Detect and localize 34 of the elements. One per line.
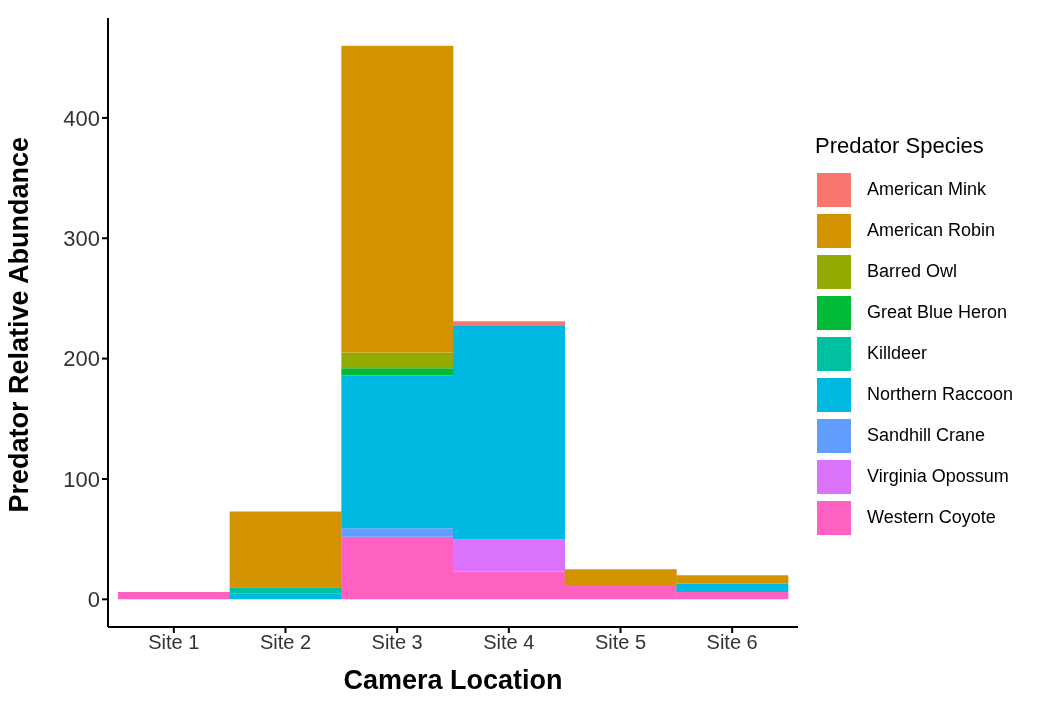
y-tick-label: 100 bbox=[63, 466, 100, 492]
x-tick-label: Site 6 bbox=[706, 631, 758, 654]
x-axis-title: Camera Location bbox=[343, 665, 563, 695]
legend-label: Killdeer bbox=[867, 343, 928, 364]
bar bbox=[676, 583, 789, 593]
x-tick-label: Site 2 bbox=[259, 631, 312, 654]
bar bbox=[229, 511, 342, 588]
x-tick-label: Site 1 bbox=[148, 631, 200, 654]
y-axis-title: Predator Relative Abundance bbox=[3, 136, 34, 513]
x-tick-label: Site 5 bbox=[594, 631, 647, 654]
bar bbox=[453, 321, 565, 327]
legend-label: Sandhill Crane bbox=[867, 425, 986, 446]
legend-title: Predator Species bbox=[815, 133, 985, 159]
legend-label: Northern Raccoon bbox=[867, 384, 1014, 405]
bar bbox=[453, 539, 565, 572]
bar bbox=[341, 45, 454, 353]
legend-label: Virginia Opossum bbox=[867, 466, 1009, 487]
legend-label: Barred Owl bbox=[867, 261, 958, 282]
bar bbox=[118, 592, 230, 600]
y-tick-label: 400 bbox=[63, 105, 100, 131]
x-tick-label: Site 4 bbox=[483, 631, 535, 654]
legend-label: American Mink bbox=[867, 179, 987, 200]
y-tick-label: 300 bbox=[63, 226, 100, 252]
legend-label: Western Coyote bbox=[867, 507, 996, 528]
bar bbox=[341, 528, 454, 537]
bar bbox=[341, 368, 454, 376]
bar bbox=[341, 352, 454, 369]
x-tick-label: Site 3 bbox=[371, 631, 423, 654]
bar bbox=[229, 593, 342, 600]
bar bbox=[229, 587, 342, 594]
legend-label: American Robin bbox=[867, 220, 996, 241]
y-tick-label: 200 bbox=[63, 346, 100, 372]
legend-label: Great Blue Heron bbox=[867, 302, 1008, 323]
y-tick-label: 0 bbox=[87, 587, 100, 613]
